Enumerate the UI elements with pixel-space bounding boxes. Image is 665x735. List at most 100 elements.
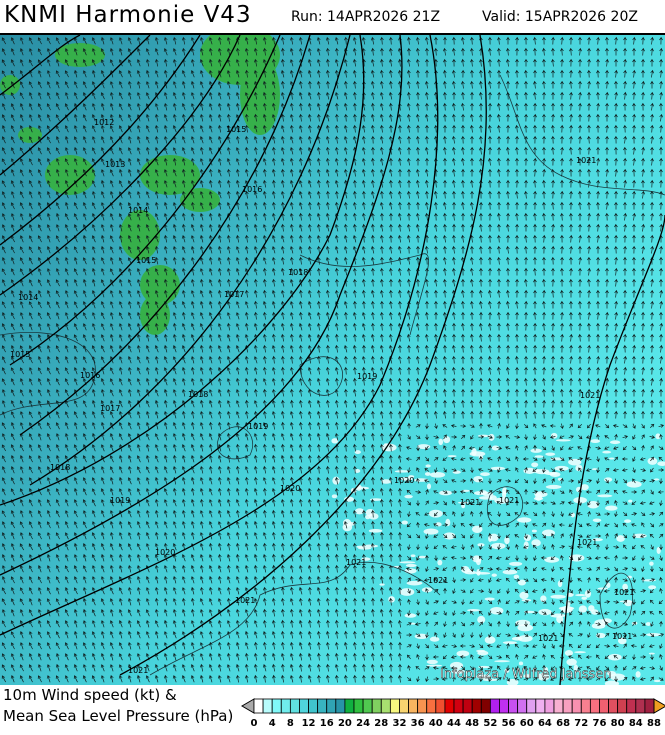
wind-arrow — [208, 289, 213, 298]
wind-arrow — [551, 278, 555, 287]
wind-arrow — [451, 80, 456, 89]
wind-arrow — [343, 201, 348, 210]
wind-arrow — [506, 289, 510, 298]
wind-arrow — [605, 245, 609, 254]
wind-arrow — [145, 224, 150, 232]
wind-arrow — [578, 58, 582, 67]
wind-arrow — [596, 102, 600, 111]
wind-arrow — [46, 70, 51, 78]
wind-arrow — [307, 135, 312, 144]
wind-arrow — [461, 410, 465, 419]
wind-arrow — [533, 388, 537, 397]
wind-arrow — [560, 190, 564, 199]
wind-arrow — [515, 388, 519, 397]
wind-arrow — [415, 36, 420, 45]
isobar-label: 1021 — [460, 498, 480, 507]
wind-arrow — [578, 80, 582, 89]
wind-arrow — [127, 267, 132, 276]
wind-arrow — [380, 333, 384, 342]
wind-arrow — [478, 322, 483, 331]
wind-arrow — [289, 388, 294, 397]
wind-arrow — [542, 58, 546, 67]
wind-arrow — [262, 201, 267, 210]
wind-arrow — [344, 311, 348, 320]
wind-arrow — [406, 190, 411, 199]
wind-arrow — [298, 201, 303, 210]
calm-patch — [379, 583, 385, 586]
wind-arrow — [470, 157, 474, 166]
wind-arrow — [425, 124, 429, 133]
wind-arrow — [650, 267, 654, 276]
wind-arrow — [226, 267, 231, 276]
wind-arrow — [253, 201, 258, 210]
wind-arrow — [136, 180, 141, 188]
wind-arrow — [361, 267, 366, 276]
green-patch — [140, 265, 180, 305]
wind-arrow — [632, 311, 637, 320]
wind-arrow — [145, 169, 150, 177]
wind-arrow — [596, 58, 600, 67]
wind-arrow — [352, 344, 357, 353]
colorbar-swatch — [589, 698, 600, 714]
isobar-label: 1021 — [428, 576, 448, 585]
wind-arrow — [443, 300, 447, 309]
wind-arrow — [478, 168, 483, 177]
wind-arrow — [362, 300, 366, 309]
wind-arrow — [587, 278, 591, 287]
wind-arrow — [389, 322, 393, 331]
wind-arrow — [434, 399, 438, 408]
wind-arrow — [434, 366, 438, 375]
green-patch — [45, 155, 95, 195]
wind-arrow — [596, 212, 600, 221]
wind-arrow — [578, 201, 582, 210]
wind-arrow — [361, 311, 366, 320]
wind-arrow — [542, 69, 546, 78]
wind-arrow — [551, 135, 555, 144]
wind-arrow — [650, 388, 655, 397]
wind-arrow — [443, 399, 447, 408]
wind-arrow — [253, 421, 258, 430]
wind-arrow — [569, 36, 573, 45]
wind-arrow — [172, 378, 177, 386]
wind-arrow — [181, 179, 186, 188]
wind-arrow — [361, 124, 366, 133]
wind-arrow — [344, 421, 348, 430]
calm-patch — [426, 659, 438, 665]
wind-arrow — [497, 333, 501, 342]
colorbar-swatch — [289, 698, 300, 714]
wind-arrow — [560, 399, 564, 408]
wind-arrow — [632, 179, 636, 188]
calm-patch — [443, 435, 451, 444]
wind-arrow — [316, 388, 321, 397]
wind-arrow — [316, 102, 321, 111]
wind-arrow — [623, 333, 627, 342]
wind-arrow — [127, 279, 132, 287]
wind-arrow — [560, 69, 564, 78]
wind-arrow — [271, 300, 276, 309]
wind-arrow — [506, 267, 510, 276]
colorbar-swatch — [580, 698, 591, 714]
wind-arrow — [226, 146, 231, 155]
wind-arrow — [280, 333, 285, 342]
wind-arrow — [461, 179, 465, 188]
calm-patch — [472, 525, 483, 534]
wind-arrow — [596, 135, 600, 144]
wind-arrow — [641, 168, 645, 177]
wind-arrow — [280, 344, 285, 353]
wind-arrow — [497, 377, 501, 386]
wind-arrow — [55, 301, 60, 309]
wind-arrow — [262, 267, 267, 276]
wind-arrow — [307, 366, 312, 375]
calm-patch — [617, 637, 627, 645]
wind-arrow — [199, 191, 204, 199]
calm-patch — [518, 661, 524, 666]
wind-arrow — [371, 135, 375, 144]
wind-arrow — [533, 333, 537, 342]
wind-arrow — [569, 179, 573, 188]
wind-arrow — [109, 290, 114, 298]
wind-field — [0, 35, 665, 685]
wind-arrow — [316, 377, 321, 386]
calm-patch — [477, 615, 486, 624]
wind-arrow — [433, 410, 438, 419]
wind-arrow — [298, 190, 303, 199]
